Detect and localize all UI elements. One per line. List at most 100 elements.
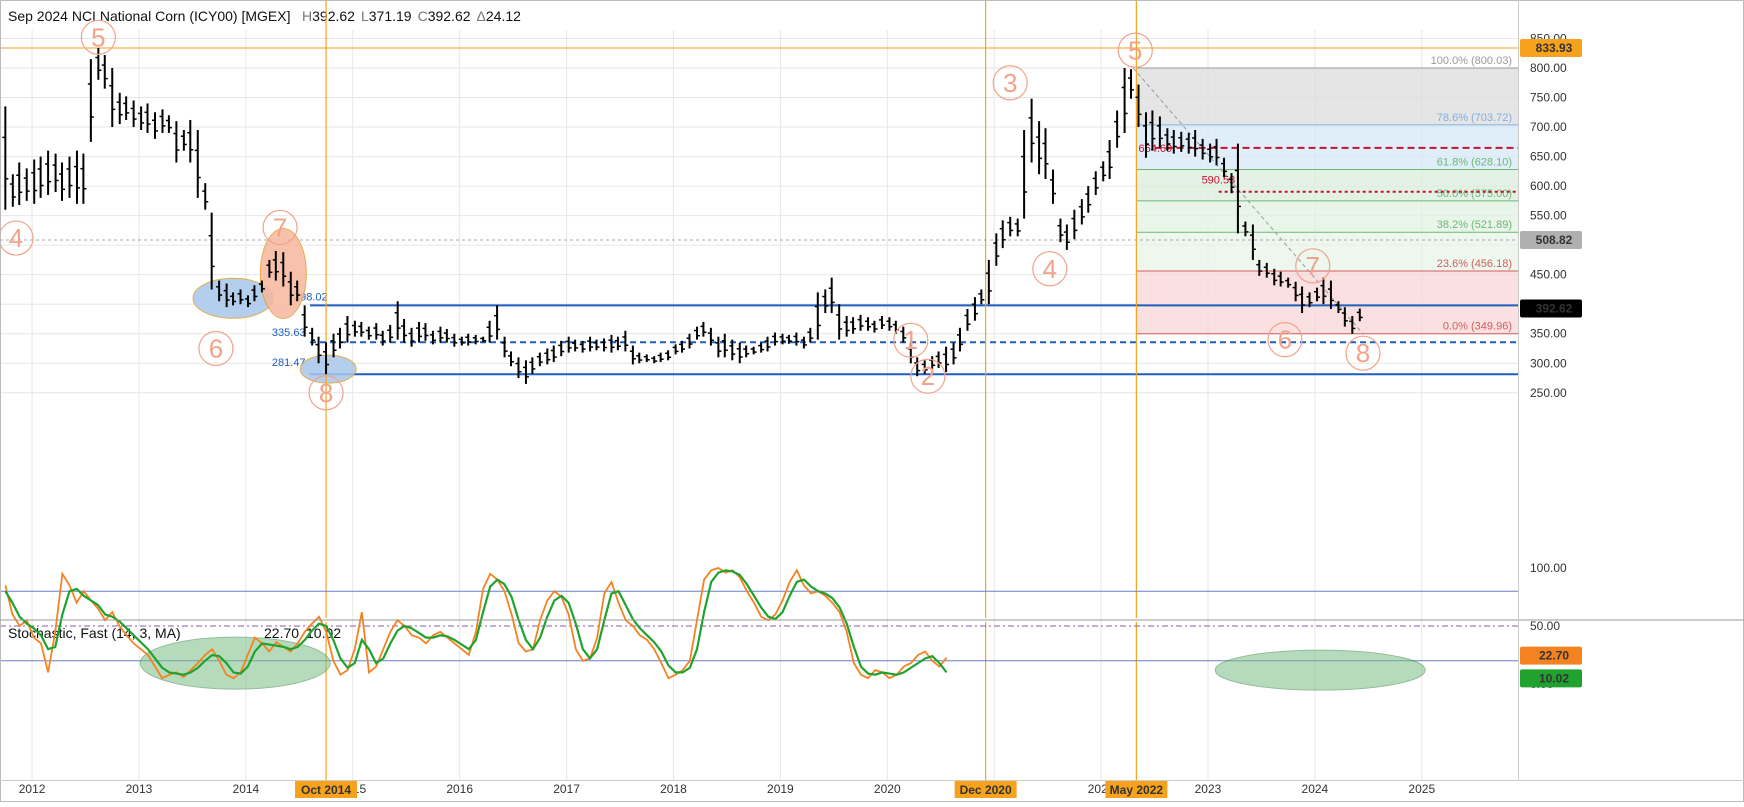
x-tick-label: 2023 xyxy=(1195,782,1222,796)
wave-label: 7 xyxy=(1306,251,1320,281)
date-marker-label: Dec 2020 xyxy=(960,783,1012,797)
fib-label: 61.8% (628.10) xyxy=(1437,157,1512,169)
y-tick-label: 300.00 xyxy=(1530,356,1567,370)
fib-label: 38.2% (521.89) xyxy=(1437,219,1512,231)
stoch-k-tag-label: 22.70 xyxy=(1539,649,1569,663)
date-marker-tag xyxy=(295,781,358,798)
wave-label-circle xyxy=(1295,248,1331,284)
stoch-d-tag-label: 10.02 xyxy=(1539,671,1569,685)
x-tick-label: 2013 xyxy=(126,782,153,796)
price-tag-last-tag xyxy=(1520,299,1582,318)
y-tick-label: 650.00 xyxy=(1530,150,1567,164)
main-chart-layer: 100.0% (800.03) 78.6% (703.72) 61.8% (628.… xyxy=(0,0,1518,780)
stoch-k-tag-tag xyxy=(1520,646,1582,665)
y-tick-label: 350.00 xyxy=(1530,327,1567,341)
highlight-ellipse xyxy=(299,354,357,384)
price-tag-508-label: 508.82 xyxy=(1536,233,1573,247)
y-tick-label: 800.00 xyxy=(1530,61,1567,75)
wave-label-circle xyxy=(1032,251,1068,287)
highlight-ellipse xyxy=(139,636,331,690)
date-marker-tag xyxy=(954,781,1017,798)
stoch-k-value: 22.70 xyxy=(264,625,299,641)
date-marker-label: May 2022 xyxy=(1110,783,1164,797)
stoch-d-tag-tag xyxy=(1520,669,1582,688)
wave-label-circle xyxy=(198,330,234,367)
x-tick-label: 2018 xyxy=(660,782,687,796)
stat-value: 24.12 xyxy=(486,8,521,24)
date-marker-label: Oct 2014 xyxy=(301,783,351,797)
level-label: 281.47 xyxy=(272,357,306,369)
stat-value: 371.19 xyxy=(369,8,412,24)
price-tag-last-label: 392.62 xyxy=(1536,302,1573,316)
price-tag-833-label: 833.93 xyxy=(1536,41,1573,55)
fib-label: 50.0% (575.00) xyxy=(1437,188,1512,200)
price-tag-833-tag xyxy=(1520,38,1582,57)
y-tick-label: 250.00 xyxy=(1530,386,1567,400)
fib-trend-line xyxy=(1132,67,1364,335)
wave-label: 7 xyxy=(273,212,287,242)
level-label: 335.63 xyxy=(272,327,306,339)
stochastic-layer xyxy=(0,567,1518,691)
y-tick-label: 700.00 xyxy=(1530,120,1567,134)
x-tick-label: 2016 xyxy=(446,782,473,796)
x-tick-label: 2019 xyxy=(767,782,794,796)
header-stats: H392.62 L371.19 C392.62 Δ24.12 xyxy=(302,8,521,24)
wave-label-circle xyxy=(0,220,34,256)
wave-label: 4 xyxy=(1043,254,1057,284)
fib-zone xyxy=(1136,271,1518,334)
x-tick-label: 2025 xyxy=(1408,782,1435,796)
price-tag-508-tag xyxy=(1520,230,1582,249)
stochastic-title: Stochastic, Fast (14, 3, MA) xyxy=(8,625,181,641)
highlight-ellipse xyxy=(1214,649,1426,691)
wave-label: 8 xyxy=(319,378,333,408)
wave-label: 5 xyxy=(1128,35,1142,65)
x-tick-label: 2024 xyxy=(1302,782,1329,796)
stat-key: L xyxy=(361,8,369,24)
wave-label: 2 xyxy=(921,361,935,391)
wave-label: 1 xyxy=(904,325,918,355)
stoch-y-tick-label: 100.00 xyxy=(1530,561,1567,575)
wave-label: 3 xyxy=(1003,68,1017,98)
wave-label-circle xyxy=(308,375,344,411)
stoch-k-line xyxy=(4,567,948,680)
wave-label-circle xyxy=(262,209,298,246)
chart-title: Sep 2024 NCI National Corn (ICY00) [MGEX… xyxy=(8,8,290,24)
fib-zone xyxy=(1136,67,1518,125)
stoch-y-tick-label: 50.00 xyxy=(1530,619,1560,633)
wave-label-circle xyxy=(1267,322,1303,358)
fib-label: 100.0% (800.03) xyxy=(1431,55,1512,67)
stat-key: C xyxy=(418,8,428,24)
level-label: 590.53 xyxy=(1202,175,1236,187)
stoch-d-line xyxy=(4,569,948,676)
fib-zone xyxy=(1136,200,1518,233)
fib-zone xyxy=(1136,232,1518,272)
wave-label: 8 xyxy=(1356,338,1370,368)
x-tick-label: 2012 xyxy=(19,782,46,796)
x-tick-label: 2017 xyxy=(553,782,580,796)
wave-label-circle xyxy=(80,19,116,55)
fib-zone xyxy=(1136,169,1518,201)
y-tick-label: 550.00 xyxy=(1530,209,1567,223)
y-tick-label: 600.00 xyxy=(1530,179,1567,193)
stat-key: Δ xyxy=(477,8,486,24)
wave-label: 4 xyxy=(9,223,23,253)
fib-label: 78.6% (703.72) xyxy=(1437,112,1512,124)
wave-label-circle xyxy=(992,65,1028,101)
x-tick-label: 2020 xyxy=(874,782,901,796)
fib-label: 0.0% (349.96) xyxy=(1443,321,1512,333)
wave-label: 6 xyxy=(209,333,223,363)
stat-key: H xyxy=(302,8,312,24)
wave-label-circle xyxy=(1345,335,1381,371)
stat-value: 392.62 xyxy=(428,8,471,24)
wave-label: 5 xyxy=(91,22,105,52)
y-tick-label: 750.00 xyxy=(1530,91,1567,105)
y-tick-label: 450.00 xyxy=(1530,268,1567,282)
wave-label-circle xyxy=(910,358,946,394)
stat-value: 392.62 xyxy=(312,8,355,24)
fib-label: 23.6% (456.18) xyxy=(1437,258,1512,270)
wave-label: 6 xyxy=(1278,325,1292,355)
date-marker-tag xyxy=(1105,781,1168,798)
wave-label-circle xyxy=(893,322,929,358)
